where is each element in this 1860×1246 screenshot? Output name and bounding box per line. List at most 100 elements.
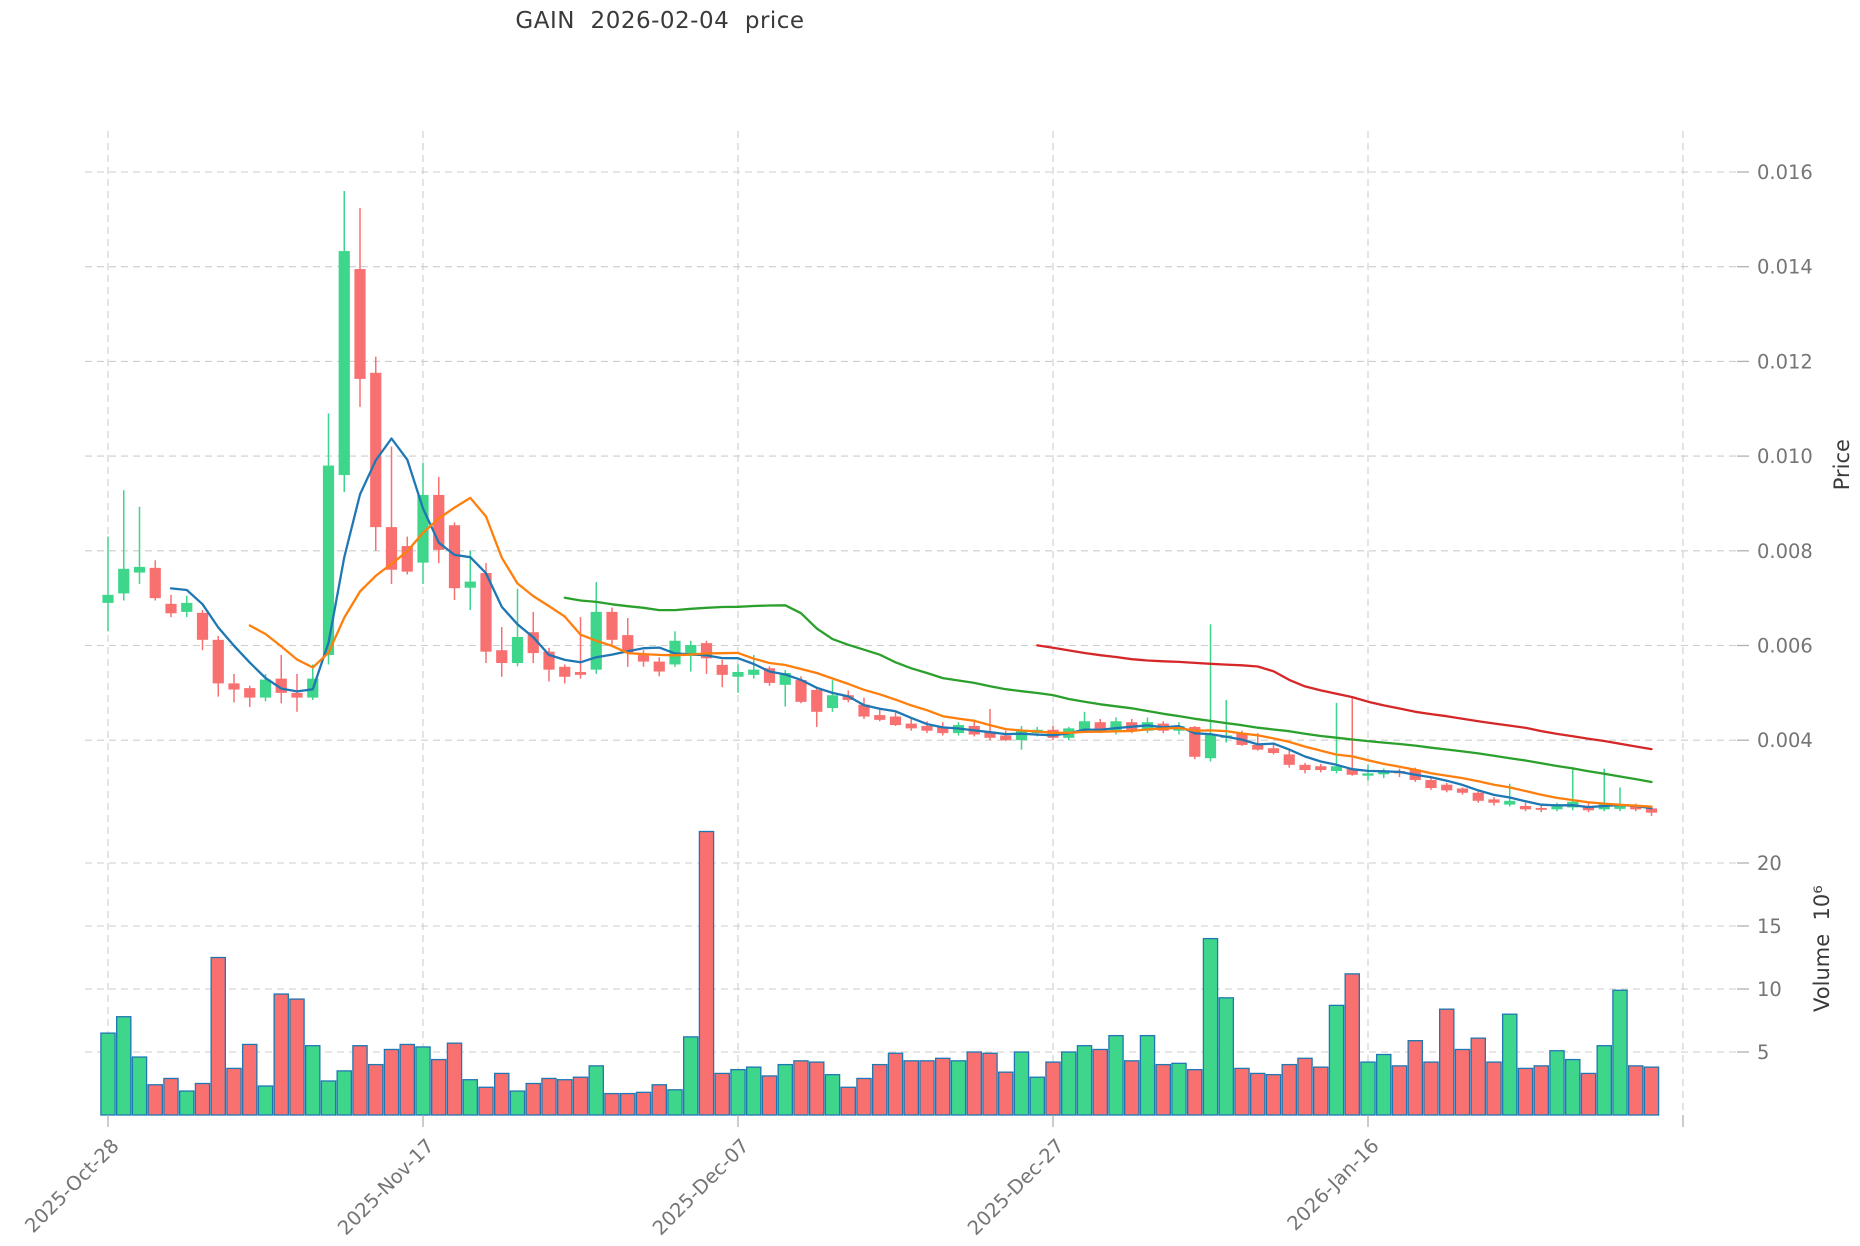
candle-body: [874, 715, 886, 720]
volume-bar: [856, 1077, 872, 1116]
volume-bar: [1486, 1061, 1502, 1116]
volume-bar: [509, 1090, 526, 1116]
candle-body: [1189, 726, 1201, 757]
volume-bar: [1202, 937, 1219, 1116]
candle-body: [1078, 721, 1091, 730]
candle-body: [1362, 773, 1374, 776]
candle-body: [637, 654, 650, 662]
volume-bar: [746, 1066, 762, 1116]
volume-bar: [1281, 1063, 1298, 1116]
candle-body: [275, 678, 287, 693]
candle-body: [763, 668, 776, 683]
candle-body: [448, 525, 461, 589]
candle-body: [732, 672, 744, 677]
volume-bar: [367, 1063, 384, 1116]
price-tick-label: 0.012: [1757, 350, 1813, 373]
volume-bar: [430, 1058, 447, 1116]
volume-bar: [525, 1082, 542, 1116]
candle-body: [1094, 722, 1106, 732]
volume-bar: [399, 1043, 415, 1116]
candle-body: [322, 465, 335, 655]
candle-body: [385, 527, 398, 570]
volume-bar: [1391, 1065, 1408, 1116]
volume-bar: [604, 1092, 620, 1116]
volume-bar: [714, 1072, 731, 1116]
volume-bar: [935, 1057, 951, 1116]
volume-bar: [1376, 1053, 1392, 1116]
volume-bar: [163, 1077, 179, 1116]
candle-body: [606, 611, 618, 640]
volume-bar: [257, 1085, 274, 1116]
volume-bar: [919, 1060, 935, 1116]
candle-body: [370, 372, 382, 528]
candle-body: [543, 651, 555, 670]
price-tick-label: 0.004: [1757, 729, 1813, 752]
volume-bar: [1470, 1037, 1487, 1116]
volume-bar: [493, 1072, 510, 1116]
candle-body: [1378, 771, 1390, 775]
candle-body: [858, 704, 870, 717]
candle-body: [1315, 766, 1327, 771]
date-tick-label: 2025-Dec-27: [963, 1134, 1069, 1240]
candle-body: [1425, 779, 1437, 789]
candle-body: [921, 725, 933, 731]
candle-body: [984, 731, 996, 738]
candle-body: [165, 603, 177, 614]
volume-bar: [194, 1082, 211, 1116]
volume-bar: [761, 1075, 778, 1116]
volume-bar: [1517, 1067, 1534, 1116]
candle-body: [1645, 808, 1658, 813]
volume-bar: [1502, 1013, 1518, 1116]
volume-bar: [730, 1068, 746, 1116]
volume-bar: [1092, 1048, 1109, 1116]
date-tick-label: 2025-Oct-28: [20, 1134, 123, 1237]
candle-body: [1015, 730, 1028, 741]
candle-body: [433, 494, 445, 550]
candle-body: [748, 669, 760, 675]
candle-body: [574, 672, 587, 675]
volume-bar: [1297, 1057, 1313, 1116]
volume-bar: [1439, 1008, 1455, 1116]
volume-bar: [950, 1060, 967, 1116]
volume-bar: [998, 1071, 1014, 1116]
candle-body: [133, 566, 146, 573]
volume-bar: [1061, 1051, 1077, 1116]
volume-bar: [1108, 1034, 1124, 1116]
volume-bar: [793, 1060, 809, 1116]
volume-bar: [1533, 1065, 1550, 1116]
candle-body: [259, 679, 272, 698]
volume-bar: [210, 956, 226, 1116]
candle-body: [1519, 806, 1532, 810]
candle-body: [716, 664, 728, 675]
date-tick-label: 2025-Dec-07: [648, 1134, 754, 1240]
volume-bar: [824, 1074, 841, 1116]
volume-tick-label: 20: [1757, 852, 1782, 875]
volume-bar: [620, 1092, 636, 1116]
volume-bar: [872, 1063, 888, 1116]
volume-bar: [1218, 997, 1235, 1116]
candle-body: [1299, 764, 1311, 771]
candle-body: [354, 269, 366, 379]
volume-bar: [415, 1046, 431, 1116]
volume-bar: [840, 1086, 857, 1116]
volume-bar: [1139, 1034, 1156, 1116]
price-tick-label: 0.016: [1757, 161, 1813, 184]
volume-bar: [1155, 1063, 1172, 1116]
price-tick-label: 0.010: [1757, 445, 1813, 468]
volume-bar: [352, 1045, 368, 1116]
candle-body: [1535, 807, 1547, 810]
volume-bar: [273, 993, 289, 1116]
volume-bar: [1580, 1072, 1597, 1116]
candle-body: [464, 581, 476, 588]
candle-body: [779, 672, 791, 685]
volume-bar: [1344, 973, 1361, 1116]
volume-bar: [887, 1052, 904, 1116]
volume-bar: [1124, 1060, 1140, 1116]
candle-body: [1630, 805, 1642, 810]
volume-bar: [557, 1079, 573, 1116]
candle-body: [149, 567, 161, 599]
volume-axis-label: Volume 10⁶: [1810, 885, 1834, 1012]
volume-bar: [698, 830, 715, 1116]
volume-bar: [588, 1065, 605, 1116]
volume-bar: [982, 1052, 998, 1116]
